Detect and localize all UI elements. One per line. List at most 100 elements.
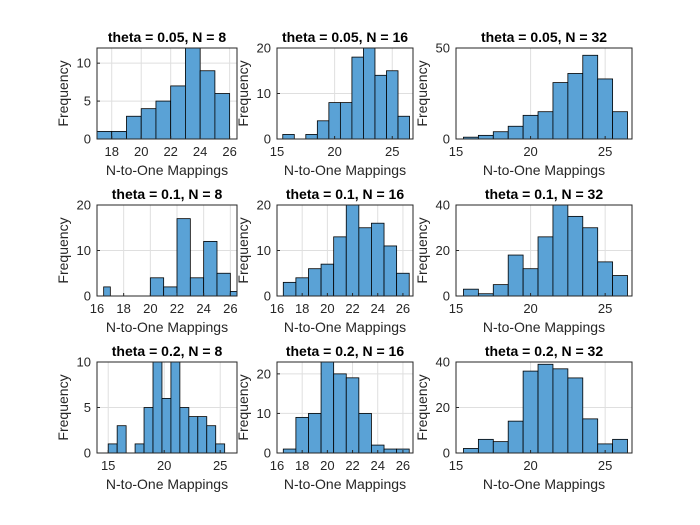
y-axis-label: Frequency xyxy=(55,60,71,126)
histogram-bar xyxy=(567,215,584,297)
histogram-bar xyxy=(552,204,569,297)
histogram-bar xyxy=(152,361,163,454)
histogram-bar xyxy=(229,291,238,297)
x-tick-label: 20 xyxy=(143,301,157,316)
histogram-bar xyxy=(216,272,231,297)
x-axis-label: N-to-One Mappings xyxy=(284,319,406,335)
y-tick-label: 10 xyxy=(257,86,271,101)
histogram-bar xyxy=(507,420,524,454)
histogram-bar xyxy=(339,102,353,140)
y-tick-label: 10 xyxy=(257,243,271,258)
histogram-bar xyxy=(492,441,509,454)
y-tick-label: 20 xyxy=(436,243,450,258)
x-tick-label: 20 xyxy=(320,458,334,473)
histogram-bar xyxy=(282,281,297,297)
x-tick-label: 22 xyxy=(345,301,359,316)
y-tick-label: 5 xyxy=(84,400,91,415)
histogram-bar xyxy=(507,254,524,297)
histogram-bar xyxy=(537,236,554,297)
x-tick-label: 20 xyxy=(134,144,148,159)
x-axis-label: N-to-One Mappings xyxy=(483,319,605,335)
histogram-bar xyxy=(295,416,309,454)
histogram-bar xyxy=(170,361,181,454)
y-axis-label: Frequency xyxy=(414,217,430,283)
histogram-bar xyxy=(612,275,628,297)
histogram-bar xyxy=(522,268,539,297)
x-tick-label: 16 xyxy=(270,458,284,473)
histogram-bar xyxy=(126,115,142,140)
histogram-bar xyxy=(308,413,322,454)
x-axis-label: N-to-One Mappings xyxy=(284,162,406,178)
histogram-bar xyxy=(305,134,318,140)
y-tick-label: 5 xyxy=(84,94,91,109)
x-tick-label: 20 xyxy=(327,144,341,159)
y-axis-label: Frequency xyxy=(55,217,71,283)
x-tick-label: 20 xyxy=(523,144,537,159)
y-tick-label: 20 xyxy=(257,198,271,213)
y-tick-label: 20 xyxy=(77,198,91,213)
y-tick-label: 0 xyxy=(84,132,91,147)
y-tick-label: 0 xyxy=(443,446,450,461)
histogram-bar xyxy=(140,108,157,140)
histogram-bar xyxy=(199,70,216,140)
histogram-bar xyxy=(185,47,201,140)
y-tick-label: 10 xyxy=(77,56,91,71)
histogram-bar xyxy=(96,131,113,140)
histogram-bar xyxy=(176,218,191,297)
x-axis-label: N-to-One Mappings xyxy=(106,319,228,335)
histogram-bar xyxy=(492,131,509,140)
histogram-bar xyxy=(188,416,199,454)
histogram-bar xyxy=(386,70,399,140)
y-tick-label: 10 xyxy=(77,355,91,370)
x-tick-label: 26 xyxy=(223,301,237,316)
histogram-bar xyxy=(111,131,127,140)
x-tick-label: 26 xyxy=(222,144,236,159)
y-tick-label: 0 xyxy=(84,289,91,304)
panel-title: theta = 0.2, N = 16 xyxy=(286,343,404,359)
histogram-bar xyxy=(316,120,330,140)
x-tick-label: 20 xyxy=(523,458,537,473)
histogram-bar xyxy=(477,134,494,140)
histogram-bar xyxy=(163,286,178,297)
x-tick-label: 20 xyxy=(523,301,537,316)
histogram-bar xyxy=(282,134,295,140)
histogram-bar xyxy=(214,93,231,140)
y-axis-label: Frequency xyxy=(235,217,251,283)
histogram-bar xyxy=(351,56,364,140)
x-tick-label: 15 xyxy=(449,458,463,473)
panel-title: theta = 0.05, N = 8 xyxy=(108,29,226,45)
histogram-bar xyxy=(522,370,539,454)
histogram-bar xyxy=(522,114,539,140)
histogram-bar xyxy=(155,100,172,140)
histogram-bar xyxy=(552,82,569,140)
axes-frame xyxy=(455,47,633,140)
histogram-bar xyxy=(507,125,524,140)
histogram-bar xyxy=(345,204,360,297)
y-tick-label: 50 xyxy=(436,41,450,56)
y-tick-label: 20 xyxy=(436,400,450,415)
histogram-bar xyxy=(597,78,614,140)
x-tick-label: 24 xyxy=(193,144,207,159)
histogram-bar xyxy=(396,272,410,297)
histogram-bar xyxy=(149,277,165,297)
axes-frame xyxy=(276,361,414,454)
x-tick-label: 26 xyxy=(396,458,410,473)
y-tick-label: 20 xyxy=(257,41,271,56)
y-axis-label: Frequency xyxy=(414,60,430,126)
histogram-bar xyxy=(363,47,376,140)
histogram-bar xyxy=(282,448,297,454)
y-tick-label: 40 xyxy=(436,198,450,213)
y-tick-label: 10 xyxy=(77,243,91,258)
y-tick-label: 0 xyxy=(443,132,450,147)
x-axis-label: N-to-One Mappings xyxy=(483,162,605,178)
histogram-bar xyxy=(463,288,479,297)
axes-frame xyxy=(96,47,238,140)
histogram-bar xyxy=(134,443,145,454)
histogram-bar xyxy=(333,236,347,297)
y-tick-label: 0 xyxy=(264,132,271,147)
histogram-bar xyxy=(567,73,584,140)
x-tick-label: 24 xyxy=(371,458,385,473)
x-tick-label: 22 xyxy=(345,458,359,473)
y-axis-label: Frequency xyxy=(55,374,71,440)
y-tick-label: 40 xyxy=(436,355,450,370)
